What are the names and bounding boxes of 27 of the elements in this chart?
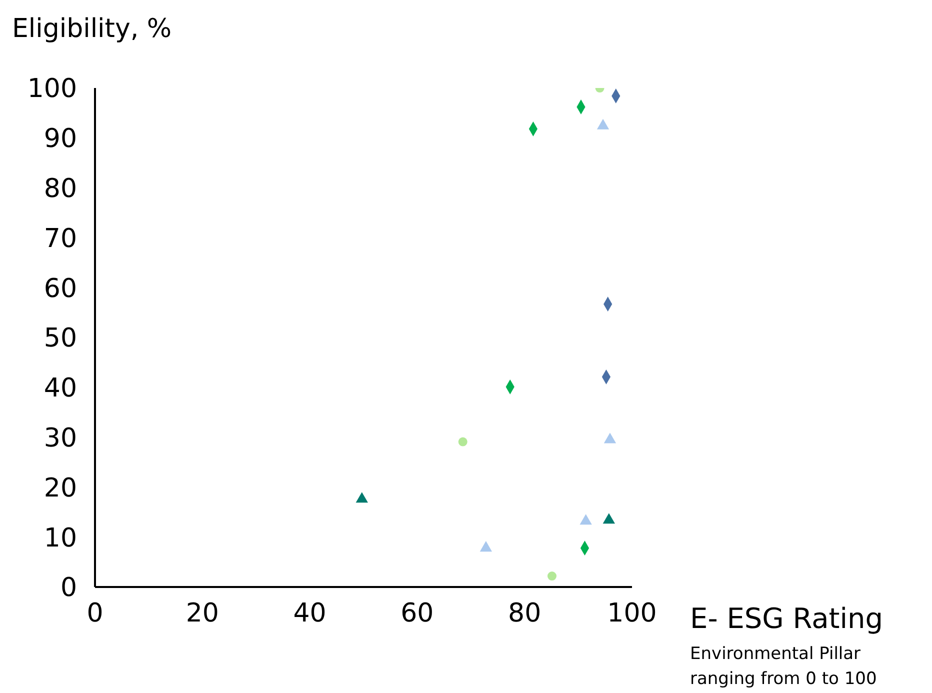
y-axis-title: Eligibility, % (12, 14, 172, 44)
y-tick-label: 30 (44, 424, 77, 454)
y-tick-label: 70 (44, 224, 77, 254)
y-tick-label: 40 (44, 374, 77, 404)
y-tick-label: 100 (27, 74, 77, 104)
point (356, 492, 368, 503)
point (480, 541, 492, 552)
point (602, 513, 615, 524)
x-tick-label: 60 (400, 598, 434, 628)
x-axis-title: E- ESG Rating (690, 602, 884, 635)
point (580, 514, 592, 525)
y-tick-label: 80 (44, 174, 77, 204)
x-tick-label: 40 (293, 598, 326, 628)
point (604, 432, 616, 444)
y-tick-label: 20 (44, 473, 77, 504)
point (547, 572, 556, 581)
y-tick-label: 10 (44, 523, 77, 554)
x-tick-label: 80 (508, 598, 542, 628)
x-tick-label: 20 (186, 598, 219, 628)
x-tick-label: 100 (607, 598, 657, 628)
y-tick-label: 50 (44, 324, 77, 354)
y-tick-label: 60 (44, 274, 77, 304)
text: Environmental Pillar ranging from 0 to 100 (690, 643, 878, 691)
x-tick-label: 0 (86, 598, 104, 628)
y-tick-label: 0 (60, 573, 77, 604)
y-tick-label: 90 (44, 124, 77, 154)
point (458, 437, 468, 446)
